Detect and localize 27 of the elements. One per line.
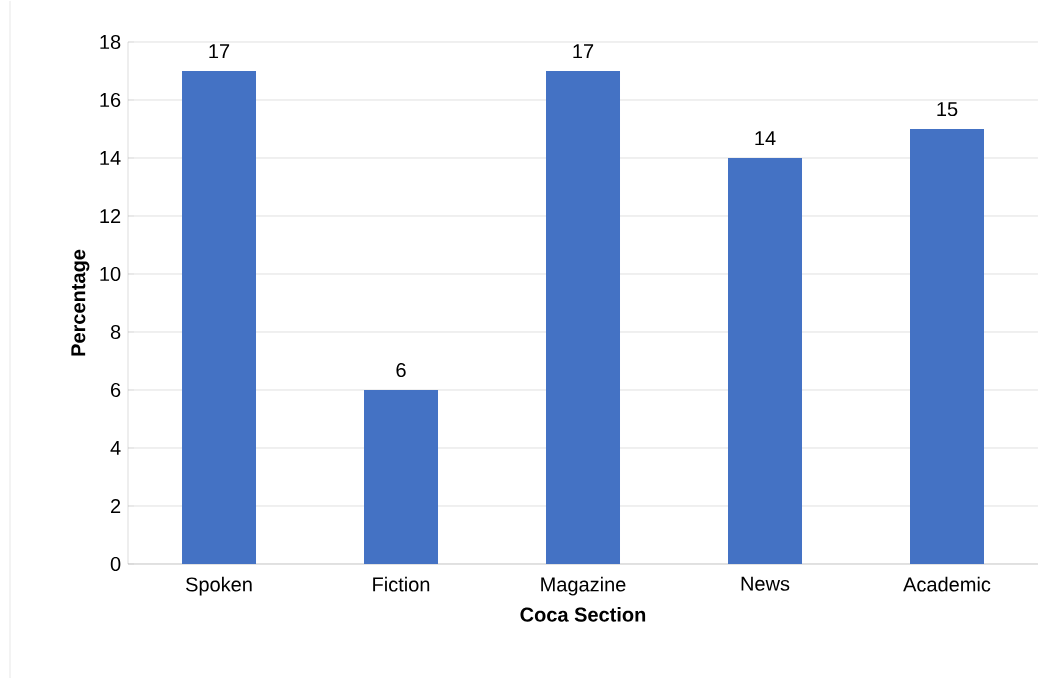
data-label: 15 <box>937 102 958 117</box>
data-label: 6 <box>396 362 406 378</box>
bar <box>910 128 984 564</box>
data-label: 17 <box>209 44 230 59</box>
y-tick-label: 14 <box>100 151 121 165</box>
bar <box>728 157 802 564</box>
y-axis-title: Percentage <box>71 249 90 356</box>
y-tick-label: 6 <box>111 382 121 398</box>
x-tick-label: Spoken <box>186 576 252 596</box>
x-tick-label: Fiction <box>373 576 430 592</box>
x-tick-label: Academic <box>903 576 991 592</box>
y-tick-label: 0 <box>110 556 121 572</box>
bar <box>182 70 257 564</box>
y-tick-label: 2 <box>111 499 121 513</box>
x-axis-title: Coca Section <box>520 607 646 622</box>
y-tick-label: 8 <box>110 324 121 340</box>
y-tick-label: 16 <box>100 92 121 108</box>
bar <box>546 70 620 564</box>
y-tick-label: 10 <box>100 266 121 282</box>
data-label: 14 <box>755 131 776 146</box>
y-tick-label: 12 <box>100 209 121 223</box>
y-tick-label: 4 <box>110 441 121 455</box>
y-tick-label: 18 <box>100 34 121 50</box>
bar <box>364 389 439 564</box>
x-tick-label: Magazine <box>541 576 626 596</box>
data-label: 17 <box>573 44 594 59</box>
x-tick-label: News <box>741 576 790 591</box>
